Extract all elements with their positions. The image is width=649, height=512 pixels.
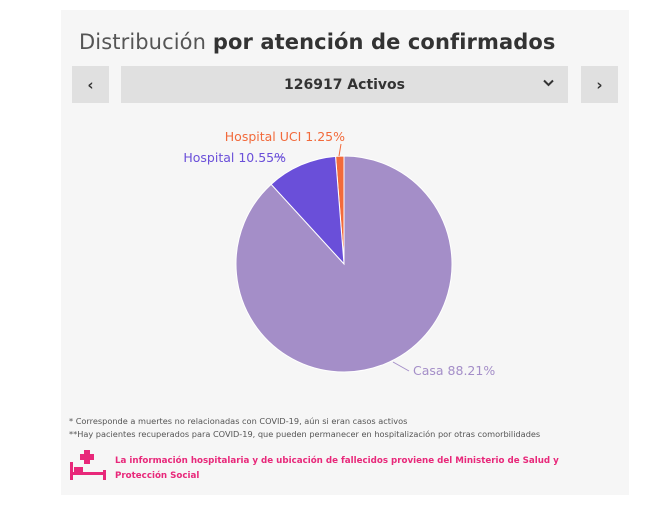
chart-card: Distribución por atención de confirmados… [61,10,629,495]
chart-title-light: Distribución [79,30,207,54]
status-select-value: 126917 Activos [283,76,406,93]
pie-label-casa: Casa 88.21% [413,363,495,378]
hospital-bed-icon [70,450,106,484]
chevron-left-icon: ‹ [87,75,94,94]
pie-slice-casa[interactable] [235,155,453,373]
chart-title: Distribución por atención de confirmados [79,30,556,54]
chevron-down-icon [543,76,554,90]
status-select[interactable]: 126917 Activos [121,66,568,103]
chevron-right-icon: › [596,75,603,94]
pie-chart: Hospital UCI 1.25% Hospital 10.55% Casa 88… [183,129,495,378]
chart-title-bold: por atención de confirmados [212,30,556,54]
pie-label-hospital-uci: Hospital UCI 1.25% [225,129,345,144]
footnote-2: **Hay pacientes recuperados para COVID-1… [69,429,541,439]
pie-leader-line-hospital-uci [338,143,342,157]
data-source-note: La información hospitalaria y de ubicaci… [115,456,559,481]
pie-label-hospital: Hospital 10.55% [183,150,286,165]
next-button[interactable]: › [581,66,618,103]
prev-button[interactable]: ‹ [72,66,109,103]
pie-slice-hospital[interactable] [270,155,345,266]
footnote-1: * Corresponde a muertes no relacionadas … [69,416,408,426]
pie-leader-line-casa [392,361,410,372]
